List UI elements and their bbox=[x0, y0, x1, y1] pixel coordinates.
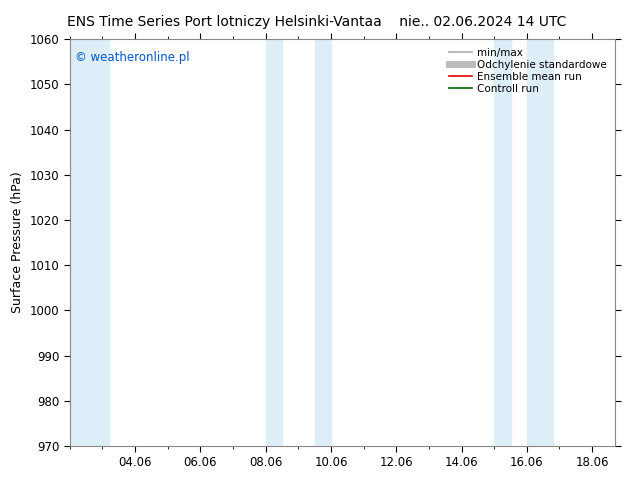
Bar bbox=[70, 39, 109, 446]
Bar bbox=[314, 39, 331, 446]
Text: ENS Time Series Port lotniczy Helsinki-Vantaa    nie.. 02.06.2024 14 UTC: ENS Time Series Port lotniczy Helsinki-V… bbox=[67, 15, 567, 29]
Bar bbox=[494, 39, 510, 446]
Text: © weatheronline.pl: © weatheronline.pl bbox=[75, 51, 190, 64]
Y-axis label: Surface Pressure (hPa): Surface Pressure (hPa) bbox=[11, 172, 24, 314]
Legend: min/max, Odchylenie standardowe, Ensemble mean run, Controll run: min/max, Odchylenie standardowe, Ensembl… bbox=[446, 45, 610, 97]
Bar bbox=[527, 39, 553, 446]
Bar bbox=[266, 39, 282, 446]
